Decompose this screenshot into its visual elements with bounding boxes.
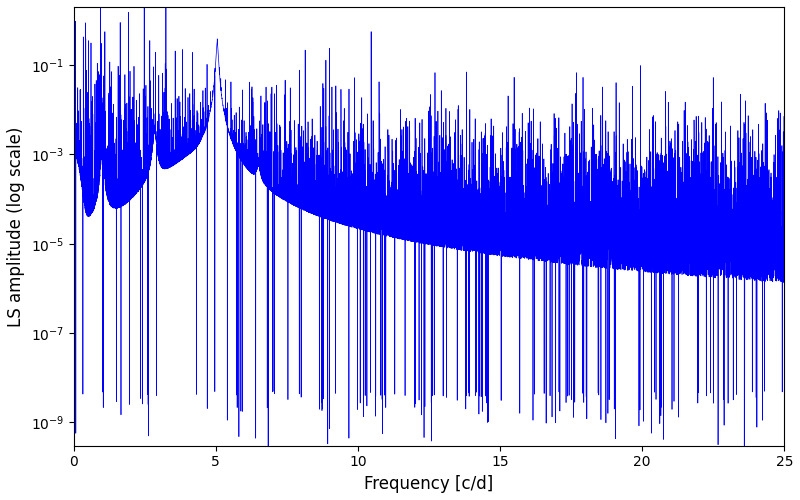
X-axis label: Frequency [c/d]: Frequency [c/d] [364, 475, 494, 493]
Y-axis label: LS amplitude (log scale): LS amplitude (log scale) [7, 126, 25, 326]
